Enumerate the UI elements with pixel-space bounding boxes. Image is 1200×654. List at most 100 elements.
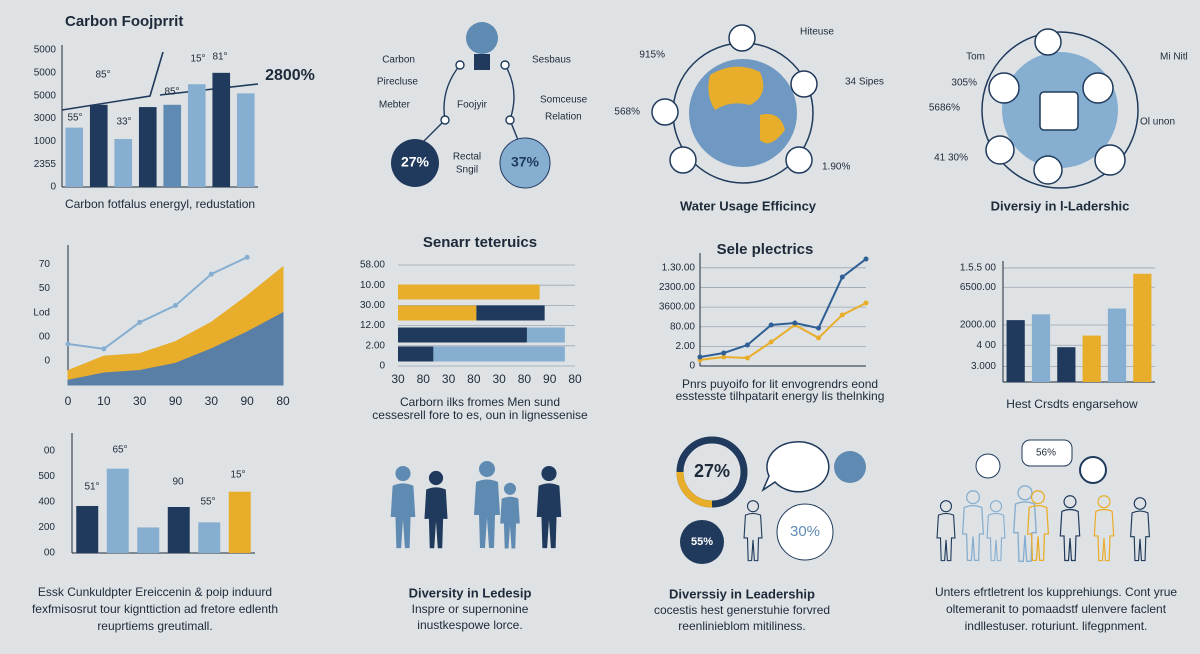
x-tick-label: 80 bbox=[568, 372, 582, 386]
subtitle: Pnrs puyoifo for lit envogrendrs eond bbox=[682, 377, 878, 391]
y-tick-label: 1.30.00 bbox=[662, 262, 696, 273]
panel-label: cocestis hest generstuhie forvred bbox=[654, 603, 830, 617]
y-tick-label: 4 00 bbox=[977, 340, 997, 351]
annotation: 15° bbox=[230, 470, 245, 481]
y-tick-label: 2300.00 bbox=[659, 282, 696, 293]
panel-label: Sngil bbox=[456, 165, 478, 176]
bar bbox=[1031, 314, 1051, 382]
line bbox=[699, 258, 867, 358]
circle-dark bbox=[391, 139, 439, 187]
bar bbox=[1133, 273, 1152, 382]
point bbox=[744, 355, 750, 361]
x-tick-label: 90 bbox=[240, 394, 254, 408]
annotation: 65° bbox=[112, 445, 127, 456]
x-tick-label: 90 bbox=[169, 394, 183, 408]
panel-label: Unters efrtletrent los kupprehiungs. Con… bbox=[935, 585, 1177, 599]
chart-title: Sele plectrics bbox=[717, 241, 814, 258]
x-tick-label: 10 bbox=[97, 394, 111, 408]
panel-label: oltemeranit to pomaadstf ulenvere faclen… bbox=[946, 602, 1167, 616]
panel-label: 37% bbox=[511, 154, 540, 170]
panel-label: Diverssiy in Leadership bbox=[669, 586, 815, 601]
y-tick-label: 400 bbox=[38, 497, 55, 508]
y-tick-label: 2000.00 bbox=[960, 320, 997, 331]
y-tick-label: 3000 bbox=[34, 113, 57, 124]
subtitle: Hest Crsdts engarsehow bbox=[1006, 397, 1138, 411]
point bbox=[721, 350, 727, 356]
y-tick-label: 5000 bbox=[34, 90, 57, 101]
y-tick-label: 12.00 bbox=[360, 320, 385, 331]
panel-label: 41 30% bbox=[934, 153, 968, 164]
speech-56 bbox=[1021, 439, 1073, 467]
bar bbox=[398, 305, 477, 321]
y-tick-label: 0 bbox=[50, 182, 56, 193]
bar bbox=[398, 346, 434, 362]
panel-label: 568% bbox=[614, 107, 640, 118]
panel-label: 1.90% bbox=[822, 162, 850, 173]
point bbox=[839, 274, 845, 280]
y-tick-label: 50 bbox=[39, 283, 51, 294]
bar bbox=[198, 522, 221, 553]
bulb-icon bbox=[466, 22, 498, 54]
line bbox=[67, 256, 248, 350]
panel-label: 305% bbox=[951, 78, 977, 89]
point bbox=[863, 300, 869, 306]
point bbox=[721, 354, 727, 360]
panel-label: Diversity in Ledesip bbox=[409, 585, 532, 600]
y-tick-label: 0 bbox=[379, 361, 385, 372]
y-tick-label: 5000 bbox=[34, 67, 57, 78]
y-tick-label: 1000 bbox=[34, 136, 57, 147]
bubble-dark bbox=[680, 520, 724, 564]
point bbox=[768, 339, 774, 345]
x-tick-label: 0 bbox=[65, 394, 72, 408]
diagram-links bbox=[419, 60, 521, 146]
y-tick-label: 5000 bbox=[34, 45, 57, 56]
y-tick-label: 6500.00 bbox=[960, 282, 997, 293]
y-tick-label: 3.000 bbox=[971, 361, 996, 372]
panel-label: 55% bbox=[691, 536, 713, 548]
line bbox=[699, 302, 867, 361]
point bbox=[839, 312, 845, 318]
point bbox=[792, 320, 798, 326]
panel-label: 30% bbox=[790, 523, 820, 540]
bar bbox=[1107, 308, 1127, 382]
bar bbox=[137, 527, 160, 553]
panel-label: Diversiy in l-Ladershic bbox=[991, 198, 1130, 213]
continents bbox=[708, 66, 785, 144]
bar bbox=[398, 284, 540, 300]
x-tick-label: 80 bbox=[518, 372, 532, 386]
annotation: 15° bbox=[190, 54, 205, 65]
annotation: 55° bbox=[200, 497, 215, 508]
bar bbox=[163, 104, 182, 187]
icon-right bbox=[1079, 456, 1107, 484]
panel-label: reenlinieblom mitiliness. bbox=[678, 619, 805, 633]
y-tick-label: 2.00 bbox=[366, 340, 386, 351]
y-tick-label: 200 bbox=[38, 522, 55, 533]
y-tick-label: 10.00 bbox=[360, 280, 385, 291]
panel-label: 56% bbox=[1036, 448, 1056, 459]
bar bbox=[1082, 335, 1101, 382]
y-tick-label: 1.5.5 00 bbox=[960, 263, 997, 274]
x-tick-label: 80 bbox=[417, 372, 431, 386]
y-tick-label: 70 bbox=[39, 259, 51, 270]
y-tick-label: Lod bbox=[33, 307, 50, 318]
panel-label: 915% bbox=[639, 50, 665, 61]
chart-title: Senarr teteruics bbox=[423, 234, 537, 251]
panel-label: Mebter bbox=[379, 100, 411, 111]
subtitle: Carbon fotfalus energyl, redustation bbox=[65, 197, 255, 211]
point bbox=[816, 335, 822, 341]
point bbox=[173, 302, 178, 308]
point bbox=[768, 322, 774, 328]
panel-label: Sesbaus bbox=[532, 55, 571, 66]
point bbox=[244, 254, 250, 260]
subtitle: esstesste tilhpatarit energy lis thelnki… bbox=[676, 389, 885, 403]
panel-label: inustkespowe lorce. bbox=[417, 618, 522, 632]
annotation: 33° bbox=[116, 117, 131, 128]
y-tick-label: 00 bbox=[39, 331, 51, 342]
bar bbox=[89, 104, 108, 187]
panel-label: Water Usage Efficincy bbox=[680, 198, 817, 213]
donut-arc bbox=[676, 471, 713, 508]
y-tick-label: 00 bbox=[44, 548, 56, 559]
point bbox=[816, 325, 822, 331]
panel-label: Carbon bbox=[382, 55, 415, 66]
y-tick-label: 80.00 bbox=[670, 321, 695, 332]
